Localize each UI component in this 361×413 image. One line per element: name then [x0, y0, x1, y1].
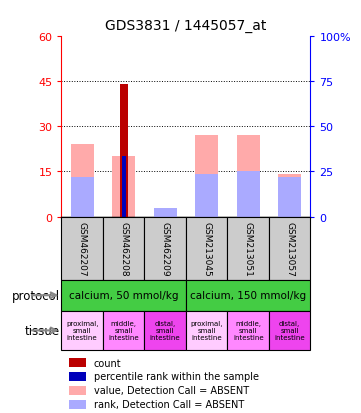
Bar	[237, 172, 260, 217]
Bar	[227, 217, 269, 280]
Bar	[195, 136, 218, 217]
Bar	[71, 145, 93, 217]
Bar	[71, 178, 93, 217]
Text: GSM213045: GSM213045	[202, 221, 211, 276]
Bar	[195, 175, 218, 217]
Bar	[103, 217, 144, 280]
Bar	[278, 175, 301, 217]
Text: distal,
small
intestine: distal, small intestine	[274, 320, 305, 341]
Text: proximal,
small
intestine: proximal, small intestine	[66, 320, 99, 341]
Bar	[186, 280, 310, 311]
Text: middle,
small
intestine: middle, small intestine	[233, 320, 264, 341]
Bar	[69, 386, 86, 395]
Text: protocol: protocol	[12, 289, 60, 302]
Text: GSM213051: GSM213051	[244, 221, 253, 276]
Bar	[154, 208, 177, 217]
Text: percentile rank within the sample: percentile rank within the sample	[94, 372, 259, 382]
Text: GSM462207: GSM462207	[78, 221, 87, 276]
Text: middle,
small
intestine: middle, small intestine	[108, 320, 139, 341]
Text: tissue: tissue	[25, 324, 60, 337]
Text: calcium, 150 mmol/kg: calcium, 150 mmol/kg	[190, 290, 306, 301]
Text: GSM213057: GSM213057	[285, 221, 294, 276]
Text: calcium, 50 mmol/kg: calcium, 50 mmol/kg	[69, 290, 178, 301]
Bar	[186, 311, 227, 350]
Bar	[119, 85, 128, 217]
Bar	[278, 178, 301, 217]
Bar	[269, 311, 310, 350]
Bar	[144, 311, 186, 350]
Title: GDS3831 / 1445057_at: GDS3831 / 1445057_at	[105, 19, 267, 33]
Text: value, Detection Call = ABSENT: value, Detection Call = ABSENT	[94, 385, 249, 395]
Bar	[69, 372, 86, 381]
Bar	[61, 217, 103, 280]
Bar	[122, 157, 126, 217]
Bar	[112, 157, 135, 217]
Bar	[103, 311, 144, 350]
Bar	[186, 217, 227, 280]
Text: count: count	[94, 358, 121, 368]
Text: distal,
small
intestine: distal, small intestine	[150, 320, 180, 341]
Bar	[61, 280, 186, 311]
Bar	[144, 217, 186, 280]
Bar	[69, 358, 86, 367]
Text: proximal,
small
intestine: proximal, small intestine	[190, 320, 223, 341]
Bar	[227, 311, 269, 350]
Text: GSM462209: GSM462209	[161, 221, 170, 276]
Text: rank, Detection Call = ABSENT: rank, Detection Call = ABSENT	[94, 399, 244, 409]
Bar	[69, 400, 86, 408]
Bar	[269, 217, 310, 280]
Bar	[61, 311, 103, 350]
Text: GSM462208: GSM462208	[119, 221, 128, 276]
Bar	[237, 136, 260, 217]
